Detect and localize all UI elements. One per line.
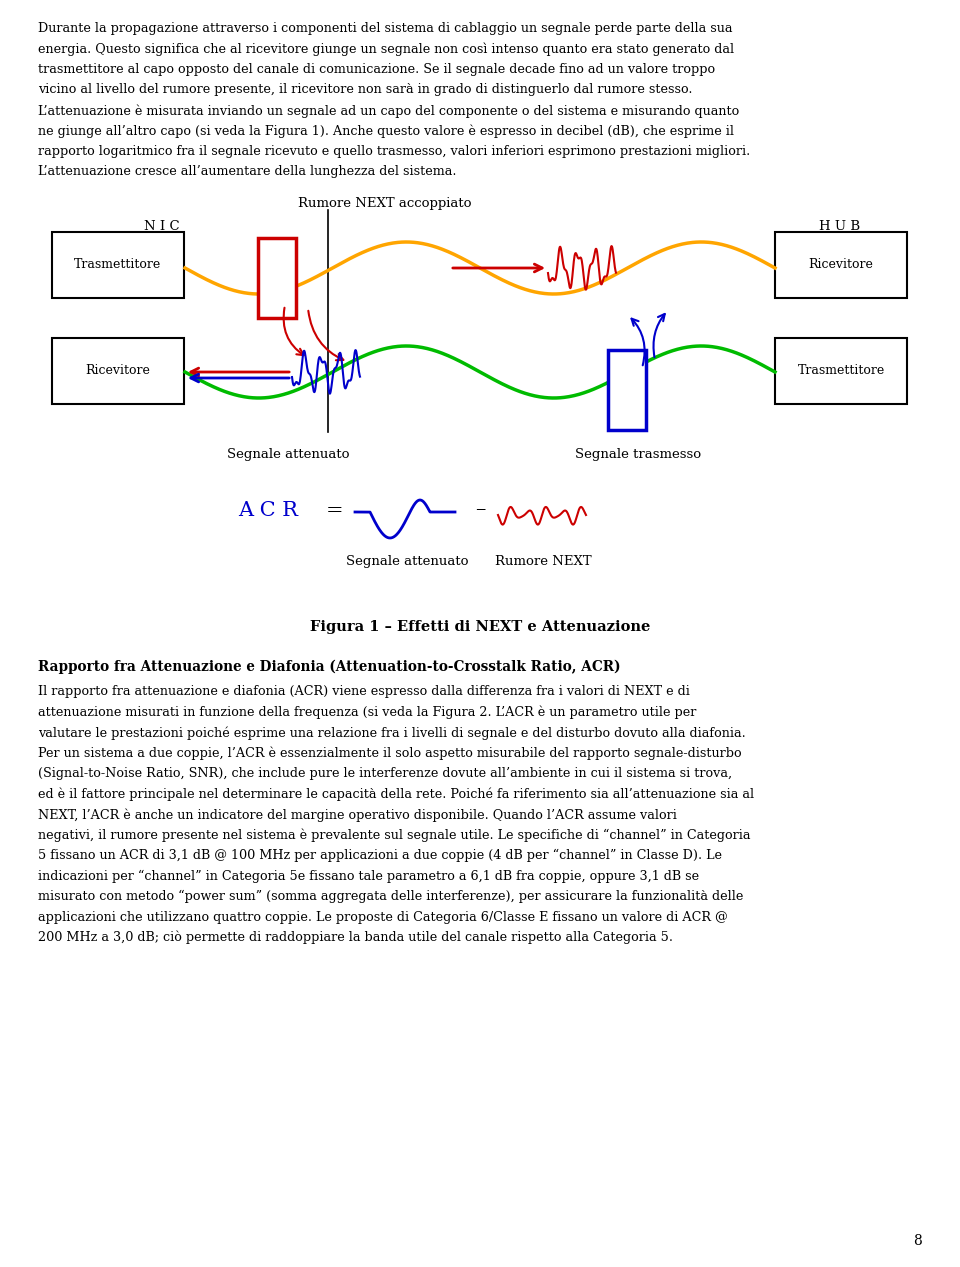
Text: trasmettitore al capo opposto del canale di comunicazione. Se il segnale decade : trasmettitore al capo opposto del canale… [38, 63, 715, 76]
Text: Rumore NEXT: Rumore NEXT [494, 555, 591, 568]
Text: –: – [475, 500, 485, 519]
Text: energia. Questo significa che al ricevitore giunge un segnale non così intenso q: energia. Questo significa che al ricevit… [38, 43, 734, 56]
Text: Segnale trasmesso: Segnale trasmesso [575, 449, 701, 461]
Text: 5 fissano un ACR di 3,1 dB @ 100 MHz per applicazioni a due coppie (4 dB per “ch: 5 fissano un ACR di 3,1 dB @ 100 MHz per… [38, 849, 722, 863]
Text: Durante la propagazione attraverso i componenti del sistema di cablaggio un segn: Durante la propagazione attraverso i com… [38, 22, 732, 35]
Text: Il rapporto fra attenuazione e diafonia (ACR) viene espresso dalla differenza fr: Il rapporto fra attenuazione e diafonia … [38, 685, 690, 698]
Bar [52, 338, 184, 404]
Text: Trasmettitore: Trasmettitore [798, 365, 884, 378]
Text: L’attenuazione cresce all’aumentare della lunghezza del sistema.: L’attenuazione cresce all’aumentare dell… [38, 166, 457, 179]
Bar [608, 350, 646, 430]
Text: Ricevitore: Ricevitore [85, 365, 151, 378]
Text: Segnale attenuato: Segnale attenuato [346, 555, 468, 568]
Text: Trasmettitore: Trasmettitore [74, 258, 161, 271]
Bar [258, 238, 296, 318]
Text: ne giunge all’altro capo (si veda la Figura 1). Anche questo valore è espresso i: ne giunge all’altro capo (si veda la Fig… [38, 124, 734, 138]
Bar [775, 338, 907, 404]
Text: indicazioni per “channel” in Categoria 5e fissano tale parametro a 6,1 dB fra co: indicazioni per “channel” in Categoria 5… [38, 869, 699, 883]
Text: NEXT, l’ACR è anche un indicatore del margine operativo disponibile. Quando l’AC: NEXT, l’ACR è anche un indicatore del ma… [38, 808, 677, 821]
Text: Rumore NEXT accoppiato: Rumore NEXT accoppiato [299, 196, 471, 210]
Text: Segnale attenuato: Segnale attenuato [227, 449, 349, 461]
Text: Ricevitore: Ricevitore [808, 258, 874, 271]
Text: H U B: H U B [820, 220, 860, 233]
Text: misurato con metodo “power sum” (somma aggregata delle interferenze), per assicu: misurato con metodo “power sum” (somma a… [38, 889, 743, 903]
Text: =: = [326, 500, 344, 519]
Text: Per un sistema a due coppie, l’ACR è essenzialmente il solo aspetto misurabile d: Per un sistema a due coppie, l’ACR è ess… [38, 746, 742, 760]
Text: A C R: A C R [238, 500, 298, 519]
Text: 200 MHz a 3,0 dB; ciò permette di raddoppiare la banda utile del canale rispetto: 200 MHz a 3,0 dB; ciò permette di raddop… [38, 931, 673, 944]
Bar [775, 232, 907, 298]
Text: attenuazione misurati in funzione della frequenza (si veda la Figura 2. L’ACR è : attenuazione misurati in funzione della … [38, 706, 696, 718]
Text: ed è il fattore principale nel determinare le capacità della rete. Poiché fa rif: ed è il fattore principale nel determina… [38, 788, 755, 801]
Text: Figura 1 – Effetti di NEXT e Attenuazione: Figura 1 – Effetti di NEXT e Attenuazion… [310, 620, 650, 634]
Text: valutare le prestazioni poiché esprime una relazione fra i livelli di segnale e : valutare le prestazioni poiché esprime u… [38, 726, 746, 740]
Text: vicino al livello del rumore presente, il ricevitore non sarà in grado di distin: vicino al livello del rumore presente, i… [38, 84, 692, 96]
Text: negativi, il rumore presente nel sistema è prevalente sul segnale utile. Le spec: negativi, il rumore presente nel sistema… [38, 829, 751, 843]
Text: applicazioni che utilizzano quattro coppie. Le proposte di Categoria 6/Classe E : applicazioni che utilizzano quattro copp… [38, 911, 728, 924]
Bar [52, 232, 184, 298]
Text: N I C: N I C [144, 220, 180, 233]
Text: Rapporto fra Attenuazione e Diafonia (Attenuation-to-Crosstalk Ratio, ACR): Rapporto fra Attenuazione e Diafonia (At… [38, 660, 620, 674]
Text: 8: 8 [913, 1234, 922, 1248]
Text: (Signal-to-Noise Ratio, SNR), che include pure le interferenze dovute all’ambien: (Signal-to-Noise Ratio, SNR), che includ… [38, 767, 732, 780]
Text: rapporto logaritmico fra il segnale ricevuto e quello trasmesso, valori inferior: rapporto logaritmico fra il segnale rice… [38, 144, 751, 158]
Text: L’attenuazione è misurata inviando un segnale ad un capo del componente o del si: L’attenuazione è misurata inviando un se… [38, 104, 739, 118]
